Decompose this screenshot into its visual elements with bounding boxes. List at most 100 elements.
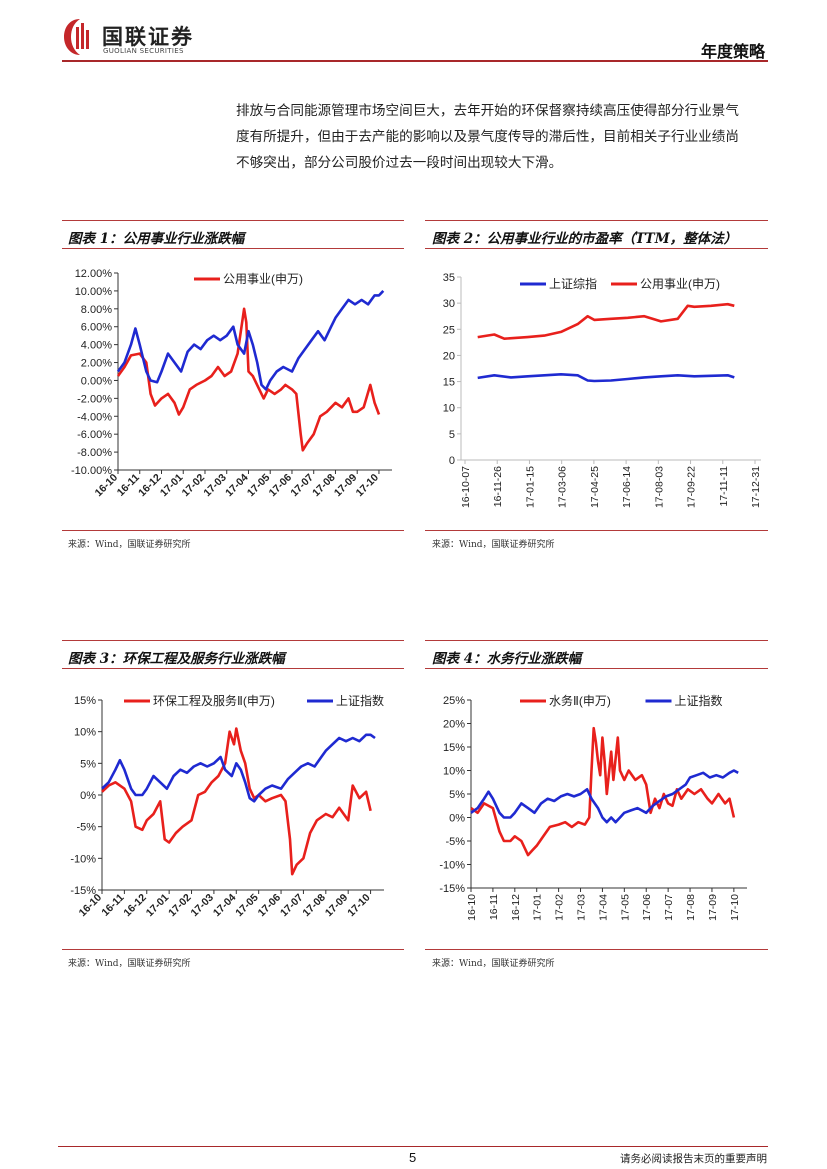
series-line: [116, 290, 385, 391]
x-tick-label: 16-11: [115, 472, 142, 499]
x-tick-label: 17-06: [641, 894, 653, 921]
x-tick-label: 17-02: [166, 892, 194, 920]
x-tick-label: 16-12: [136, 472, 164, 500]
y-tick-label: 2.00%: [81, 358, 112, 370]
series-line: [101, 727, 372, 876]
legend-label: 上证综指: [549, 276, 597, 291]
chart-utilities-change: -10.00% -8.00% -6.00% -4.00% -2.00% 0.00% 2.00…: [71, 268, 392, 500]
y-tick-label: -10%: [439, 860, 465, 872]
figure-title-rule: [425, 248, 768, 249]
legend-label: 上证指数: [336, 693, 384, 708]
series-line: [470, 769, 739, 824]
x-tick-label: 17-04: [211, 892, 239, 920]
figure-title-rule: [62, 248, 404, 249]
y-tick-label: 0%: [449, 813, 465, 825]
y-tick-label: -10.00%: [71, 465, 112, 477]
x-tick-label: 17-04: [223, 472, 251, 500]
y-tick-label: 30: [443, 298, 455, 310]
y-tick-label: 10.00%: [75, 286, 113, 298]
figure-3-source: 来源：Wind，国联证券研究所: [68, 959, 191, 969]
x-tick-label: 17-07: [288, 472, 316, 500]
y-tick-label: 5%: [449, 789, 465, 801]
figure-bottom-rule: [62, 530, 404, 531]
x-tick-label: 17-06: [256, 892, 284, 920]
x-tick-label: 17-12-31: [750, 466, 762, 508]
x-tick-label: 17-01: [144, 892, 172, 920]
paragraph-line: 度有所提升，但由于去产能的影响以及景气度传导的滞后性，目前相关子行业业绩尚: [236, 129, 739, 145]
x-tick-label: 17-01-15: [524, 466, 536, 508]
series-line: [116, 307, 381, 452]
x-tick-label: 16-11: [99, 892, 126, 919]
y-tick-label: -5%: [445, 836, 465, 848]
x-tick-label: 17-09-22: [686, 466, 698, 508]
figure-bottom-rule: [62, 949, 404, 950]
y-tick-label: 0%: [80, 790, 96, 802]
x-tick-label: 17-08-03: [653, 466, 665, 508]
paragraph-line: 排放与合同能源管理市场空间巨大，去年开始的环保督察持续高压使得部分行业景气: [236, 103, 739, 119]
document-type: 年度策略: [700, 42, 765, 61]
x-tick-label: 17-03-06: [557, 466, 569, 508]
y-tick-label: 4.00%: [81, 340, 112, 352]
figure-bottom-rule: [425, 530, 768, 531]
x-tick-label: 17-01: [532, 894, 544, 921]
x-tick-label: 16-10-07: [460, 466, 472, 508]
legend-label: 上证指数: [675, 693, 723, 708]
figure-3-title: 图表 3：环保工程及服务行业涨跌幅: [68, 651, 285, 667]
legend-label: 公用事业(申万): [640, 277, 720, 291]
chart-water-change: -15% -10% -5% 0% 5% 10% 15% 20% 25% 16-10 16-11 16-…: [439, 693, 747, 921]
x-tick-label: 17-11-11: [718, 466, 730, 507]
y-tick-label: 0: [449, 455, 455, 467]
y-tick-label: -2.00%: [77, 393, 112, 405]
figure-1-title: 图表 1：公用事业行业涨跌幅: [68, 231, 245, 247]
legend-label: 环保工程及服务Ⅱ(申万): [153, 693, 275, 708]
y-tick-label: 15: [443, 377, 455, 389]
logo-chinese-name: 国联证券: [102, 25, 194, 49]
x-tick-label: 17-03: [189, 892, 217, 920]
series-line: [101, 733, 376, 803]
y-tick-label: 35: [443, 272, 455, 284]
series-line: [470, 726, 736, 857]
x-tick-label: 17-07: [663, 894, 675, 921]
y-tick-label: 5%: [80, 758, 96, 770]
x-tick-label: 16-12: [510, 894, 522, 921]
figure-2-title: 图表 2：公用事业行业的市盈率（TTM，整体法）: [432, 231, 738, 247]
x-tick-label: 17-02: [554, 894, 566, 921]
y-tick-label: -15%: [439, 883, 465, 895]
x-tick-label: 17-10: [345, 892, 373, 920]
y-tick-label: 15%: [443, 742, 465, 754]
y-tick-label: 10: [443, 403, 455, 415]
x-tick-label: 16-11-26: [492, 466, 504, 507]
y-tick-label: -6.00%: [77, 429, 112, 441]
x-tick-label: 17-01: [158, 472, 186, 500]
x-tick-label: 17-06-14: [621, 466, 633, 508]
series-line: [477, 302, 735, 340]
x-tick-label: 17-05: [233, 892, 261, 920]
legend-label: 水务Ⅱ(申万): [549, 693, 611, 708]
y-tick-label: 15%: [74, 695, 96, 707]
x-tick-label: 16-10: [466, 894, 478, 921]
y-tick-label: 20%: [443, 719, 465, 731]
x-tick-label: 17-10: [729, 894, 741, 921]
company-logo: 国联证券 GUOLIAN SECURITIES: [62, 17, 222, 57]
figure-4-source: 来源：Wind，国联证券研究所: [432, 959, 555, 969]
figure-top-rule: [425, 220, 768, 221]
y-tick-label: -5%: [76, 822, 96, 834]
x-tick-label: 17-08: [685, 894, 697, 921]
logo-mark-icon: [64, 19, 89, 55]
x-tick-label: 16-12: [121, 892, 149, 920]
x-tick-label: 17-04-25: [589, 466, 601, 508]
y-tick-label: -15%: [70, 885, 96, 897]
y-tick-label: -8.00%: [77, 447, 112, 459]
series-line: [477, 373, 735, 383]
y-tick-label: 8.00%: [81, 304, 112, 316]
x-tick-label: 17-04: [597, 894, 609, 921]
paragraph-line: 不够突出，部分公司股价过去一段时间出现较大下滑。: [236, 155, 563, 171]
legend-label: 公用事业(申万): [223, 272, 303, 286]
page-number: 5: [409, 1150, 417, 1165]
figure-2-source: 来源：Wind，国联证券研究所: [432, 540, 555, 550]
y-tick-label: 12.00%: [75, 268, 113, 280]
x-tick-label: 17-07: [278, 892, 306, 920]
figure-title-rule: [62, 668, 404, 669]
x-tick-label: 17-09: [332, 472, 360, 500]
y-tick-label: 6.00%: [81, 322, 112, 334]
